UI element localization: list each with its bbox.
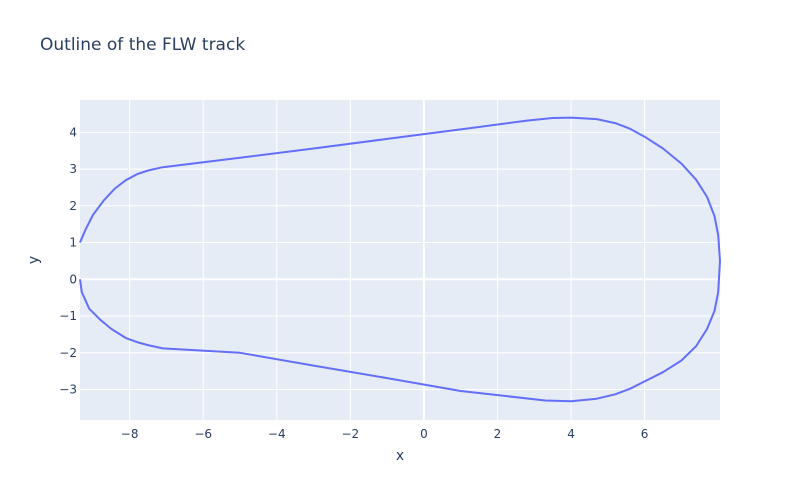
x-tick-label: −6: [194, 427, 212, 441]
y-tick-label: 1: [69, 236, 77, 250]
tick-labels: −8 −6 −4 −2 0 2 4 6 −3 −2 −1 0 1 2 3 4: [59, 125, 648, 441]
plot-area: [80, 100, 720, 420]
chart-title: Outline of the FLW track: [40, 35, 245, 55]
y-tick-label: 0: [69, 272, 77, 286]
y-tick-label: −3: [59, 383, 77, 397]
x-tick-label: −2: [341, 427, 359, 441]
x-tick-label: 6: [641, 427, 649, 441]
y-tick-label: 4: [69, 125, 77, 139]
x-tick-label: −8: [121, 427, 139, 441]
y-tick-label: −2: [59, 346, 77, 360]
track-outline-line: [79, 116, 721, 403]
y-axis-label: y: [26, 256, 42, 264]
y-tick-label: 2: [69, 199, 77, 213]
x-tick-label: 0: [420, 427, 428, 441]
y-tick-label: −1: [59, 309, 77, 323]
x-axis-label: x: [396, 448, 404, 464]
y-tick-label: 3: [69, 162, 77, 176]
x-tick-label: 2: [494, 427, 502, 441]
x-tick-label: 4: [567, 427, 575, 441]
x-tick-label: −4: [268, 427, 286, 441]
